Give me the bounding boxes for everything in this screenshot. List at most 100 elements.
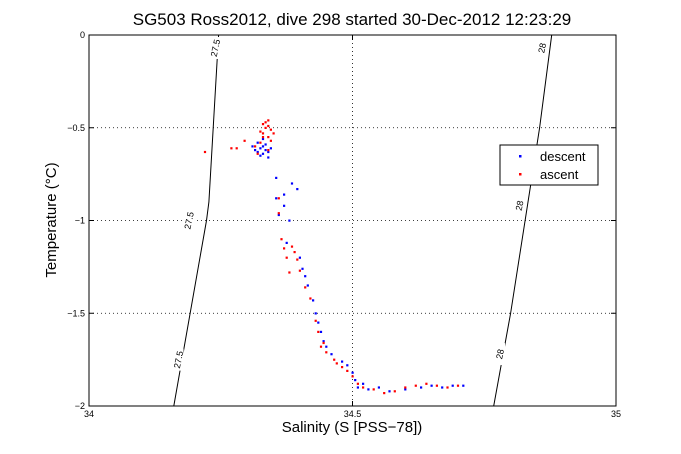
descent-point	[317, 321, 320, 324]
descent-point	[261, 137, 265, 141]
ascent-point	[293, 251, 296, 254]
descent-point	[256, 150, 259, 154]
descent-point	[259, 147, 262, 150]
ascent-point	[304, 286, 307, 289]
descent-point	[269, 147, 272, 150]
descent-point	[288, 219, 291, 222]
descent-point	[264, 149, 267, 152]
ascent-point	[372, 388, 375, 391]
ascent-point	[309, 297, 312, 300]
descent-point	[290, 182, 294, 185]
descent-point	[301, 267, 304, 270]
descent-point	[351, 371, 354, 374]
ascent-point	[446, 386, 449, 389]
descent-point	[420, 386, 423, 389]
ascent-point	[261, 123, 265, 126]
ascent-point	[319, 345, 323, 348]
descent-point	[451, 384, 454, 387]
contour-label: 27.5	[172, 350, 185, 369]
legend: descent ascent	[499, 144, 599, 186]
legend-items: descent ascent	[519, 149, 586, 182]
ascent-point	[264, 126, 267, 129]
descent-point	[325, 345, 328, 348]
descent-point	[441, 386, 444, 389]
ascent-point	[256, 152, 259, 155]
ascent-point	[243, 139, 246, 142]
ascent-point	[325, 351, 328, 354]
ascent-point	[296, 258, 299, 261]
descent-point	[261, 152, 265, 155]
ascent-point	[254, 145, 257, 148]
contour-label-bg	[495, 343, 506, 366]
x-axis-label: Salinity (S [PSS−78])	[282, 419, 422, 436]
ascent-point	[259, 141, 262, 144]
ascent-point	[333, 358, 336, 361]
ascent-point	[235, 147, 238, 150]
y-axis-label: Temperature (°C)	[43, 162, 60, 277]
ascent-point	[277, 197, 280, 200]
ascent-point	[230, 147, 233, 150]
x-axis-ticks: 34 34.5 35	[84, 35, 621, 419]
descent-point	[275, 176, 278, 179]
x-tick-label: 35	[611, 409, 621, 419]
descent-point	[462, 384, 465, 387]
ascent-point	[341, 366, 344, 369]
ascent-point	[283, 247, 286, 250]
ascent-point	[356, 382, 359, 385]
descent-point	[314, 312, 317, 315]
contour-label: 28	[514, 200, 526, 212]
ascent-point	[261, 136, 265, 139]
y-axis-ticks: −2 −1.5 −1 −0.5 0	[67, 30, 616, 411]
chart-title: SG503 Ross2012, dive 298 started 30-Dec-…	[133, 10, 572, 29]
density-contour-line	[173, 34, 220, 407]
ascent-point	[335, 362, 338, 365]
ascent-point	[393, 390, 396, 393]
descent-point	[275, 197, 278, 200]
descent-point	[256, 141, 259, 144]
descent-point	[388, 390, 391, 393]
ascent-point	[269, 139, 272, 142]
ascent-point	[272, 132, 275, 135]
ascent-point	[414, 384, 417, 387]
ascent-point	[404, 386, 407, 389]
legend-label-descent: descent	[540, 149, 586, 164]
ascent-point	[425, 382, 428, 385]
ascent-point	[314, 319, 317, 322]
ascent-point	[435, 384, 438, 387]
y-tick-label: −2	[75, 401, 85, 411]
y-tick-label: −1	[75, 216, 85, 226]
ascent-point	[351, 375, 354, 378]
ascent-point	[203, 150, 207, 154]
plot-area	[89, 35, 616, 406]
ascent-point	[346, 369, 349, 372]
y-tick-label: −1.5	[67, 308, 85, 318]
descent-point	[304, 275, 307, 278]
descent-point	[298, 256, 301, 259]
descent-point	[283, 193, 286, 196]
descent-point	[377, 386, 380, 389]
ascent-point	[456, 384, 460, 387]
ascent-point	[288, 271, 291, 274]
ascent-point	[267, 124, 270, 128]
ascent-point	[267, 119, 270, 122]
y-tick-label: −0.5	[67, 123, 85, 133]
legend-marker-descent	[519, 155, 522, 158]
ascent-point	[280, 238, 283, 241]
descent-point	[312, 299, 315, 302]
density-contours: 27.5 27.5 27.5 28 28 28	[172, 34, 553, 407]
ascent-point	[269, 128, 272, 131]
contour-label-bg	[173, 348, 184, 371]
descent-point	[367, 388, 370, 391]
descent-point	[346, 364, 349, 367]
descent-point	[341, 360, 344, 363]
descent-point	[264, 143, 267, 146]
ascent-point	[298, 269, 301, 272]
y-tick-label: 0	[80, 30, 85, 40]
contour-label: 27.5	[182, 211, 195, 230]
ascent-point	[264, 121, 267, 124]
legend-marker-ascent	[519, 173, 522, 176]
contour-label: 28	[494, 348, 506, 360]
contour-label-bg	[537, 36, 548, 59]
ascent-point	[362, 386, 365, 389]
